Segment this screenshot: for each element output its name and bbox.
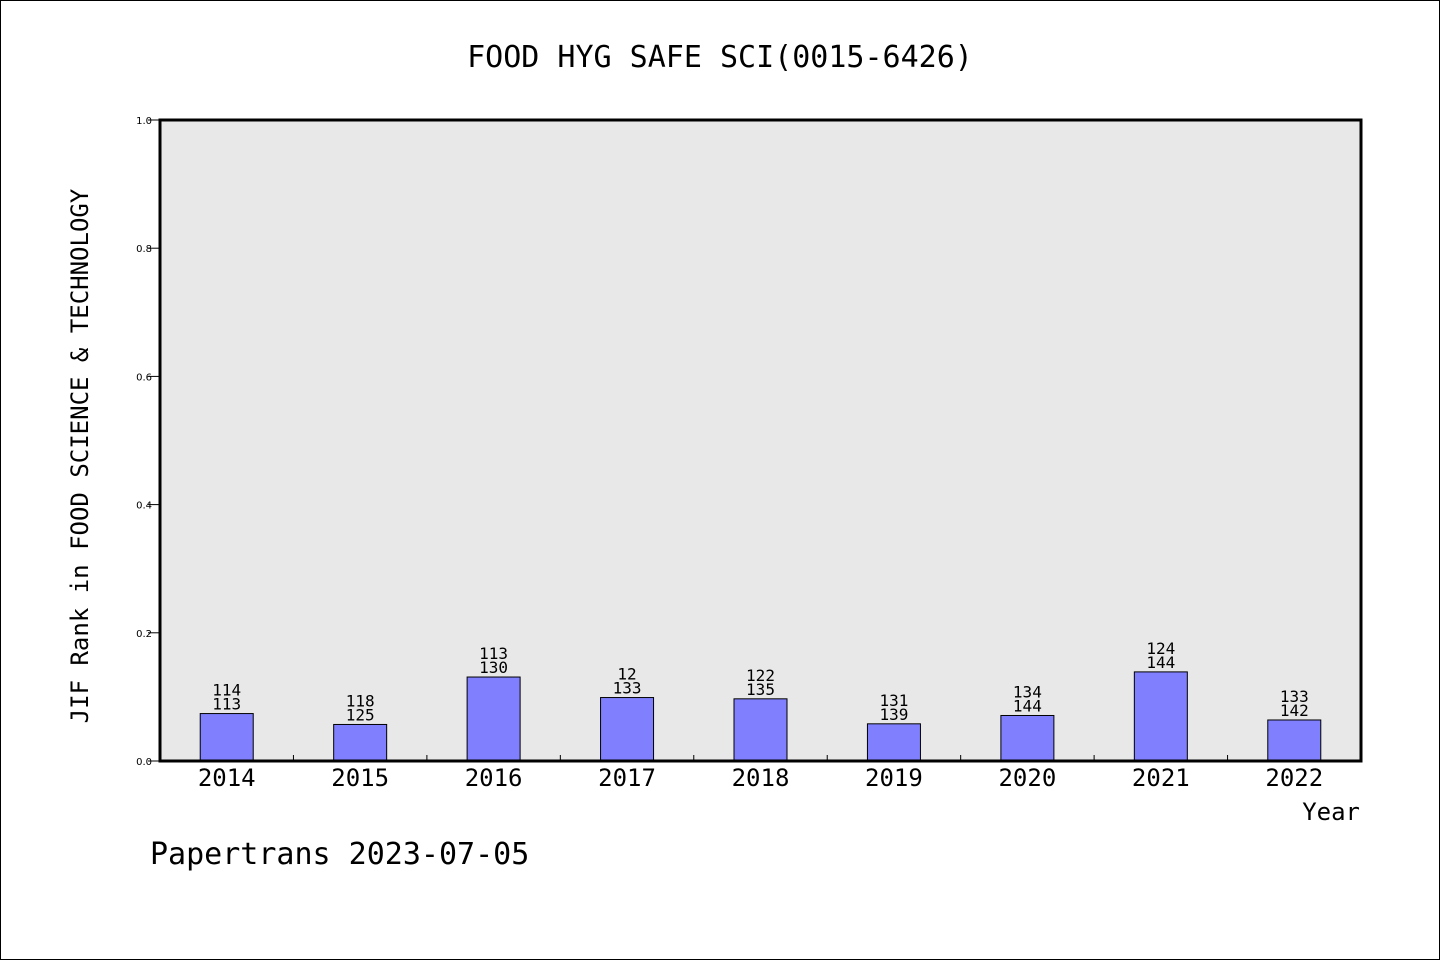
x-tick-label: 2016 <box>465 764 523 792</box>
y-tick-label: 0.0 <box>136 757 152 768</box>
y-tick-label: 0.2 <box>136 629 152 640</box>
data-label-total: 144 <box>1146 653 1175 672</box>
plot-border <box>158 118 1363 763</box>
x-axis: 2014 2015 2016 2017 2018 2019 2020 2021 2022 <box>198 755 1323 792</box>
bar-2017 <box>600 697 655 762</box>
footer-credit: Papertrans 2023-07-05 <box>150 837 529 872</box>
bar-2018 <box>733 698 788 762</box>
data-label-total: 133 <box>613 679 642 698</box>
data-label-total: 130 <box>479 658 508 677</box>
data-label-total: 135 <box>746 680 775 699</box>
x-axis-label: Year <box>1302 798 1360 826</box>
x-tick-label: 2014 <box>198 764 256 792</box>
y-axis: 0.0 0.2 0.4 0.6 0.8 1.0 <box>136 116 160 768</box>
x-tick-label: 2019 <box>865 764 923 792</box>
y-tick-label: 0.6 <box>136 372 152 383</box>
data-label-rank: 113 <box>479 644 508 663</box>
bar-2021 <box>1133 671 1188 762</box>
y-tick-label: 0.4 <box>136 501 152 512</box>
data-label-rank: 118 <box>346 691 375 710</box>
x-tick-label: 2017 <box>598 764 656 792</box>
bar-2022 <box>1267 719 1322 762</box>
data-label-total: 142 <box>1280 701 1309 720</box>
data-label-rank: 131 <box>879 691 908 710</box>
x-tick-label: 2021 <box>1132 764 1190 792</box>
data-label-total: 139 <box>879 705 908 724</box>
data-label-rank: 12 <box>617 665 636 684</box>
bar-series <box>199 671 1322 762</box>
data-label-rank: 124 <box>1146 639 1175 658</box>
data-label-rank: 122 <box>746 666 775 685</box>
data-label-total: 144 <box>1013 696 1042 715</box>
x-tick-label: 2020 <box>998 764 1056 792</box>
chart-title: FOOD HYG SAFE SCI(0015-6426) <box>467 40 973 75</box>
data-label-rank: 134 <box>1013 682 1042 701</box>
x-tick-label: 2015 <box>331 764 389 792</box>
bar-2014 <box>199 713 254 762</box>
y-tick-label: 0.8 <box>136 244 152 255</box>
x-tick-label: 2018 <box>732 764 790 792</box>
data-label-total: 113 <box>212 695 241 714</box>
y-tick-label: 1.0 <box>136 116 152 127</box>
plot-area <box>160 120 1361 761</box>
data-label-rank: 114 <box>212 681 241 700</box>
data-label-rank: 133 <box>1280 687 1309 706</box>
y-axis-label: JIF Rank in FOOD SCIENCE & TECHNOLOGY <box>66 188 94 723</box>
bar-2020 <box>1000 714 1055 762</box>
data-label-total: 125 <box>346 705 375 724</box>
bar-2016 <box>466 676 521 762</box>
x-tick-label: 2022 <box>1265 764 1323 792</box>
bar-2019 <box>866 723 921 762</box>
bar-2015 <box>333 723 388 762</box>
